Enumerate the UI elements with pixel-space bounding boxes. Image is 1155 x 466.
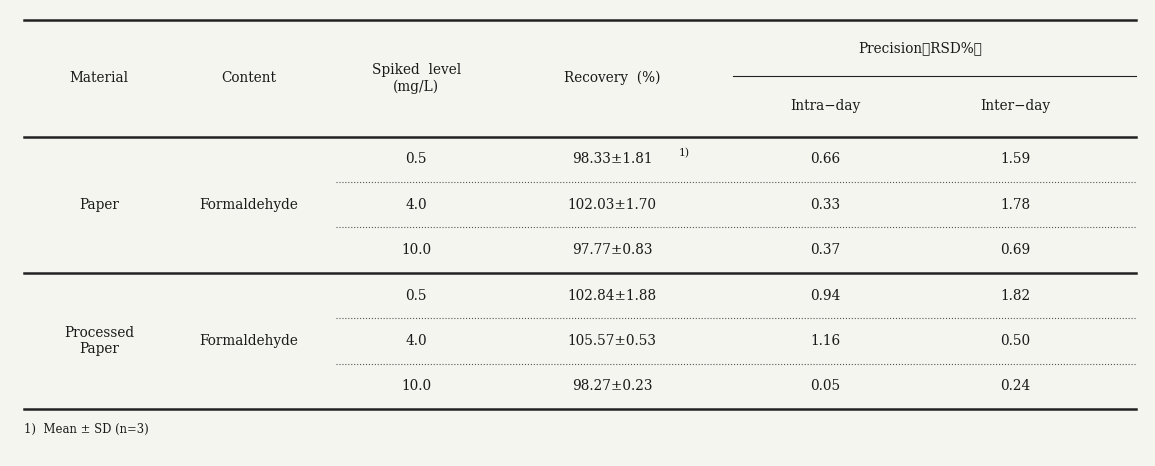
Text: Content: Content: [222, 71, 276, 85]
Text: Paper: Paper: [80, 198, 119, 212]
Text: 105.57±0.53: 105.57±0.53: [567, 334, 656, 348]
Text: 1): 1): [679, 148, 690, 158]
Text: Inter−day: Inter−day: [981, 99, 1050, 113]
Text: 0.50: 0.50: [1000, 334, 1030, 348]
Text: 98.33±1.81: 98.33±1.81: [572, 152, 653, 166]
Text: Formaldehyde: Formaldehyde: [200, 198, 298, 212]
Text: 1.82: 1.82: [1000, 288, 1030, 302]
Text: 1.78: 1.78: [1000, 198, 1030, 212]
Text: 0.37: 0.37: [810, 243, 841, 257]
Text: 10.0: 10.0: [401, 243, 431, 257]
Text: 10.0: 10.0: [401, 379, 431, 393]
Text: 0.33: 0.33: [810, 198, 841, 212]
Text: 4.0: 4.0: [405, 334, 427, 348]
Text: 0.5: 0.5: [405, 152, 427, 166]
Text: 102.03±1.70: 102.03±1.70: [567, 198, 656, 212]
Text: 0.94: 0.94: [810, 288, 841, 302]
Text: 102.84±1.88: 102.84±1.88: [567, 288, 657, 302]
Text: 1.16: 1.16: [810, 334, 841, 348]
Text: 0.66: 0.66: [810, 152, 841, 166]
Text: Processed
Paper: Processed Paper: [65, 326, 134, 356]
Text: 1)  Mean ± SD (n=3): 1) Mean ± SD (n=3): [24, 424, 149, 436]
Text: 1.59: 1.59: [1000, 152, 1030, 166]
Text: Material: Material: [69, 71, 129, 85]
Text: Spiked  level
(mg/L): Spiked level (mg/L): [372, 63, 461, 94]
Text: 97.77±0.83: 97.77±0.83: [572, 243, 653, 257]
Text: 98.27±0.23: 98.27±0.23: [572, 379, 653, 393]
Text: Precision（RSD%）: Precision（RSD%）: [858, 41, 982, 55]
Text: 4.0: 4.0: [405, 198, 427, 212]
Text: 0.24: 0.24: [1000, 379, 1030, 393]
Text: Recovery  (%): Recovery (%): [564, 71, 661, 85]
Text: 0.05: 0.05: [810, 379, 841, 393]
Text: Formaldehyde: Formaldehyde: [200, 334, 298, 348]
Text: 0.5: 0.5: [405, 288, 427, 302]
Text: Intra−day: Intra−day: [790, 99, 860, 113]
Text: 0.69: 0.69: [1000, 243, 1030, 257]
